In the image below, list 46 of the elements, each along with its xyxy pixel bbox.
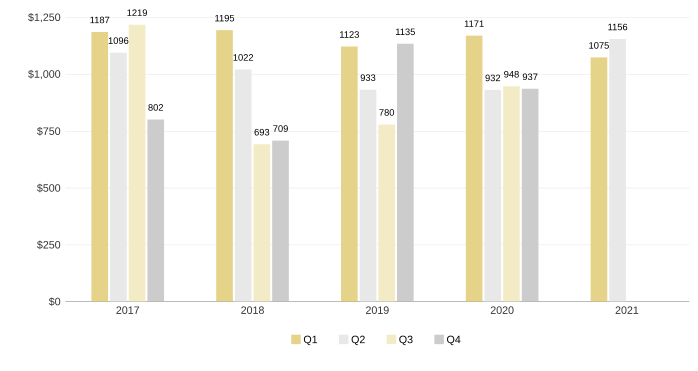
bar xyxy=(503,86,520,302)
bar xyxy=(522,88,538,302)
x-tick-label: 2019 xyxy=(366,306,389,314)
data-label: 1219 xyxy=(127,9,148,16)
data-label: 948 xyxy=(504,70,519,78)
legend-label: Q4 xyxy=(447,336,460,346)
data-label: 1075 xyxy=(589,42,609,49)
data-label: 709 xyxy=(273,125,288,132)
bar xyxy=(378,124,396,302)
data-label: 1135 xyxy=(396,28,415,36)
data-label: 932 xyxy=(485,74,500,82)
bar xyxy=(91,32,108,302)
data-label: 1195 xyxy=(215,14,234,22)
bar xyxy=(590,57,608,302)
bar xyxy=(128,24,146,302)
data-label: 693 xyxy=(254,128,270,136)
legend-label: Q2 xyxy=(352,336,365,346)
bar xyxy=(272,140,289,302)
x-tick-label: 2017 xyxy=(116,306,140,314)
data-label: 933 xyxy=(360,74,376,81)
bar xyxy=(341,46,358,302)
bar xyxy=(466,36,482,302)
x-tick-label: 2018 xyxy=(241,306,264,314)
legend-label: Q3 xyxy=(399,336,413,346)
legend-label: Q1 xyxy=(304,336,318,346)
y-tick-label: $750 xyxy=(37,126,60,136)
y-tick-label: $250 xyxy=(37,240,60,250)
data-label: 1156 xyxy=(608,24,628,30)
data-label: 1171 xyxy=(464,20,484,27)
x-tick-label: 2020 xyxy=(490,306,514,314)
data-label: 1123 xyxy=(340,31,359,38)
y-tick-label: $1,250 xyxy=(28,13,60,22)
data-label: 802 xyxy=(148,104,164,111)
data-label: 1022 xyxy=(234,54,254,61)
x-tick-label: 2021 xyxy=(616,306,638,314)
bar xyxy=(147,119,164,302)
y-tick-label: $1,000 xyxy=(28,70,60,80)
data-label: 1096 xyxy=(108,37,128,44)
bar xyxy=(216,30,233,302)
data-label: 1187 xyxy=(90,16,110,24)
data-label: 780 xyxy=(379,109,394,116)
y-tick-label: $500 xyxy=(37,184,60,192)
bar xyxy=(397,44,414,302)
bar xyxy=(254,144,270,302)
y-tick-label: $0 xyxy=(48,297,60,306)
data-label: 937 xyxy=(522,73,538,80)
